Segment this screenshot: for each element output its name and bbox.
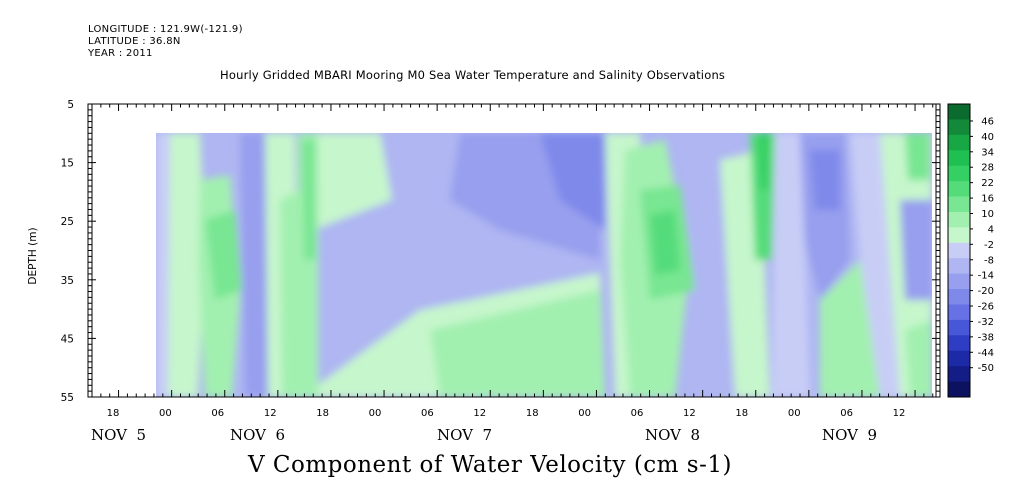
y-tick-label: 35 bbox=[61, 275, 74, 287]
field-patch bbox=[900, 200, 932, 300]
x-day-label: NOV 5 bbox=[91, 426, 146, 444]
field-patch bbox=[690, 133, 730, 397]
colorbar-label: 16 bbox=[981, 194, 994, 205]
heatmap-field bbox=[156, 133, 932, 397]
x-axis-title: V Component of Water Velocity (cm s-1) bbox=[248, 452, 732, 478]
colorbar-swatch bbox=[948, 150, 970, 167]
colorbar-label: 34 bbox=[981, 147, 994, 158]
colorbar-swatch bbox=[948, 381, 970, 398]
year-label: YEAR : 2011 bbox=[88, 48, 153, 59]
colorbar-swatch bbox=[948, 350, 970, 367]
x-tick-label: 00 bbox=[788, 408, 801, 419]
colorbar-swatch bbox=[948, 211, 970, 228]
x-tick-label: 12 bbox=[264, 408, 277, 419]
x-tick-label: 00 bbox=[369, 408, 382, 419]
colorbar-swatch bbox=[948, 165, 970, 182]
colorbar-label: -38 bbox=[978, 332, 994, 343]
colorbar-label: 40 bbox=[981, 132, 994, 143]
y-tick-label: 55 bbox=[61, 392, 74, 404]
colorbar-label: -8 bbox=[984, 255, 994, 266]
colorbar-swatch bbox=[948, 242, 970, 259]
x-tick-label: 18 bbox=[107, 408, 120, 419]
colorbar-label: 22 bbox=[981, 178, 994, 189]
x-day-label: NOV 6 bbox=[230, 426, 285, 444]
y-tick-label: 25 bbox=[61, 216, 74, 228]
colorbar-swatch bbox=[948, 258, 970, 275]
chart-title: Hourly Gridded MBARI Mooring M0 Sea Wate… bbox=[220, 68, 726, 82]
colorbar-swatch bbox=[948, 104, 970, 120]
x-day-label: NOV 9 bbox=[822, 426, 877, 444]
y-axis: 5 15 25 35 45 55 bbox=[61, 99, 940, 404]
longitude-label: LONGITUDE : 121.9W(-121.9) bbox=[88, 24, 243, 35]
field-patch bbox=[905, 133, 930, 180]
colorbar-swatch bbox=[948, 181, 970, 198]
x-tick-label: 18 bbox=[526, 408, 539, 419]
colorbar-swatch bbox=[948, 196, 970, 213]
field-patch bbox=[810, 150, 840, 210]
colorbar-label: -20 bbox=[978, 286, 994, 297]
colorbar-swatch bbox=[948, 366, 970, 383]
x-tick-label: 18 bbox=[316, 408, 329, 419]
colorbar-label: -26 bbox=[978, 302, 994, 313]
field-patch bbox=[280, 190, 305, 397]
latitude-label: LATITUDE : 36.8N bbox=[88, 36, 181, 47]
field-patch bbox=[772, 133, 810, 397]
colorbar-label: -44 bbox=[978, 348, 994, 359]
colorbar-label: -2 bbox=[984, 240, 994, 251]
x-tick-label: 00 bbox=[578, 408, 591, 419]
field-patch bbox=[240, 133, 270, 397]
field-patch bbox=[430, 290, 605, 397]
field-patch bbox=[757, 133, 770, 190]
colorbar-label: 46 bbox=[981, 116, 994, 127]
x-tick-label: 06 bbox=[421, 408, 434, 419]
field-patch bbox=[302, 140, 316, 260]
colorbar-swatch bbox=[948, 304, 970, 321]
colorbar-label: -32 bbox=[978, 317, 994, 328]
y-axis-label: DEPTH (m) bbox=[27, 227, 39, 285]
x-day-label: NOV 7 bbox=[437, 426, 492, 444]
colorbar-swatch bbox=[948, 134, 970, 151]
colorbar-label: 4 bbox=[988, 224, 994, 235]
colorbar-label: 10 bbox=[981, 209, 994, 220]
x-tick-label: 06 bbox=[840, 408, 853, 419]
field-patch bbox=[650, 210, 680, 275]
colorbar-swatch bbox=[948, 289, 970, 305]
y-tick-label: 45 bbox=[61, 333, 74, 345]
colorbar-swatch bbox=[948, 227, 970, 244]
field-patch bbox=[205, 210, 242, 300]
y-tick-label: 5 bbox=[67, 99, 74, 111]
colorbar-label: -50 bbox=[978, 363, 994, 374]
colorbar-label: -14 bbox=[978, 271, 994, 282]
colorbar-swatch bbox=[948, 335, 970, 352]
colorbar-swatch bbox=[948, 119, 970, 136]
field-patch bbox=[540, 133, 605, 230]
x-tick-label: 00 bbox=[159, 408, 172, 419]
y-tick-label: 15 bbox=[61, 158, 74, 170]
field-patch bbox=[168, 133, 205, 397]
x-day-label: NOV 8 bbox=[645, 426, 700, 444]
field-patch bbox=[905, 320, 932, 397]
x-tick-label: 18 bbox=[735, 408, 748, 419]
colorbar-label: 28 bbox=[981, 163, 994, 174]
colorbar-frame bbox=[947, 103, 971, 398]
field-blobs bbox=[156, 133, 932, 397]
x-tick-label: 06 bbox=[211, 408, 224, 419]
x-tick-label: 06 bbox=[631, 408, 644, 419]
colorbar: 46 40 34 28 22 16 10 4 -2 -8 -14 -20 -26 -32 -38 -44 -50 bbox=[947, 103, 994, 398]
x-tick-label: 12 bbox=[473, 408, 486, 419]
x-tick-label: 12 bbox=[893, 408, 906, 419]
x-tick-label: 12 bbox=[683, 408, 696, 419]
x-axis: 18 00 06 12 18 00 06 12 18 00 06 12 18 00 06 12 NOV 5 NOV… bbox=[91, 104, 934, 444]
colorbar-swatch bbox=[948, 273, 970, 290]
colorbar-swatch bbox=[948, 319, 970, 336]
